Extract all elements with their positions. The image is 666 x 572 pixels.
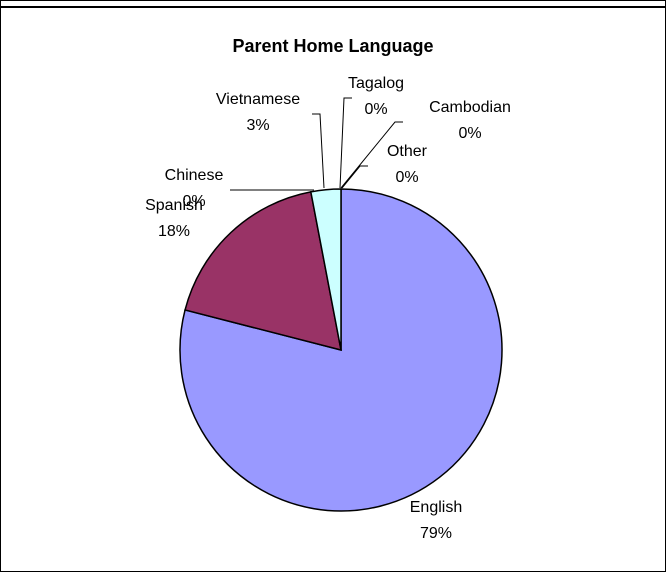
pie-slice-spanish	[184, 190, 342, 352]
slice-label-vietnamese: Vietnamese	[216, 91, 300, 108]
slice-label-cambodian: Cambodian	[429, 99, 511, 116]
slice-value-label-vietnamese: 3%	[246, 117, 269, 134]
slice-value-label-english: 79%	[420, 525, 452, 542]
leader-line-cambodian	[340, 121, 403, 189]
slice-value-label-tagalog: 0%	[364, 101, 387, 118]
leader-line-tagalog	[339, 97, 352, 189]
slice-label-other: Other	[387, 143, 428, 160]
slice-value-label-chinese: 0%	[182, 193, 205, 210]
slice-value-label-spanish: 18%	[158, 223, 190, 240]
slice-label-tagalog: Tagalog	[348, 75, 404, 92]
top-border-rule	[1, 6, 665, 8]
slice-value-label-cambodian: 0%	[458, 125, 481, 142]
slice-label-chinese: Chinese	[165, 167, 224, 184]
slice-label-spanish: Spanish	[145, 197, 203, 214]
slice-value-label-other: 0%	[395, 169, 418, 186]
chart-title: Parent Home Language	[232, 36, 434, 56]
slice-label-english: English	[410, 499, 462, 516]
leader-line-other	[341, 165, 368, 189]
leader-line-vietnamese	[312, 113, 325, 189]
